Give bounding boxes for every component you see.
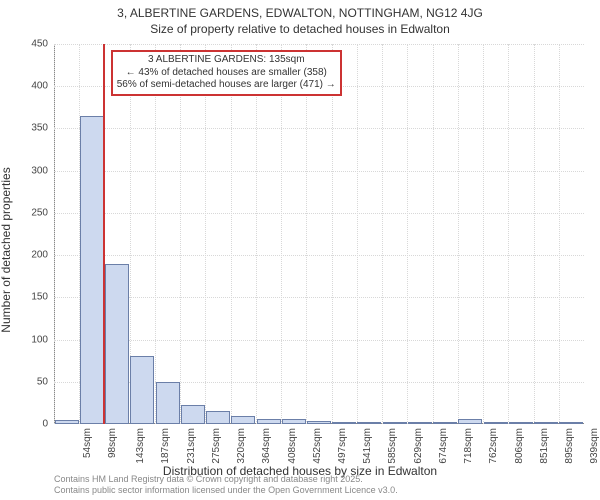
gridline-v — [231, 44, 232, 424]
gridline-h — [54, 44, 584, 45]
histogram-bar — [408, 422, 432, 424]
xtick-label: 364sqm — [261, 428, 272, 464]
histogram-bar — [282, 419, 306, 424]
footer-line1: Contains HM Land Registry data © Crown c… — [54, 474, 398, 485]
xtick-label: 452sqm — [312, 428, 323, 464]
gridline-v — [54, 44, 55, 424]
callout-line3: 56% of semi-detached houses are larger (… — [117, 79, 336, 92]
gridline-h — [54, 128, 584, 129]
xtick-label: 718sqm — [463, 428, 474, 464]
gridline-v — [407, 44, 408, 424]
footer-line2: Contains public sector information licen… — [54, 485, 398, 496]
ytick-label: 300 — [31, 165, 48, 176]
histogram-bar — [156, 382, 180, 424]
xtick-label: 320sqm — [236, 428, 247, 464]
xtick-label: 851sqm — [539, 428, 550, 464]
histogram-bar — [307, 421, 331, 424]
xtick-label: 806sqm — [513, 428, 524, 464]
gridline-h — [54, 340, 584, 341]
xtick-label: 408sqm — [286, 428, 297, 464]
xtick-label: 674sqm — [438, 428, 449, 464]
histogram-bar — [55, 420, 79, 424]
gridline-h — [54, 213, 584, 214]
gridline-v — [357, 44, 358, 424]
gridline-v — [483, 44, 484, 424]
histogram-bar — [484, 422, 508, 424]
gridline-v — [180, 44, 181, 424]
gridline-v — [559, 44, 560, 424]
xtick-label: 275sqm — [211, 428, 222, 464]
histogram-bar — [332, 422, 356, 424]
histogram-bar — [181, 405, 205, 424]
callout-line2: ← 43% of detached houses are smaller (35… — [117, 67, 336, 80]
gridline-h — [54, 171, 584, 172]
histogram-bar — [534, 422, 558, 424]
ytick-label: 350 — [31, 123, 48, 134]
ytick-label: 100 — [31, 334, 48, 345]
histogram-bar — [433, 422, 457, 424]
histogram-bar — [357, 422, 381, 424]
gridline-v — [458, 44, 459, 424]
gridline-v — [205, 44, 206, 424]
chart-area: 05010015020025030035040045054sqm98sqm143… — [54, 44, 584, 424]
xtick-label: 143sqm — [135, 428, 146, 464]
histogram-bar — [509, 422, 533, 424]
ytick-label: 250 — [31, 207, 48, 218]
chart-title-line2: Size of property relative to detached ho… — [0, 20, 600, 36]
ytick-label: 400 — [31, 81, 48, 92]
histogram-bar — [257, 419, 281, 424]
histogram-bar — [231, 416, 255, 424]
chart-footer: Contains HM Land Registry data © Crown c… — [54, 474, 398, 496]
gridline-v — [508, 44, 509, 424]
callout-line1: 3 ALBERTINE GARDENS: 135sqm — [117, 54, 336, 67]
xtick-label: 231sqm — [185, 428, 196, 464]
ytick-label: 450 — [31, 39, 48, 50]
gridline-v — [306, 44, 307, 424]
xtick-label: 585sqm — [387, 428, 398, 464]
gridline-v — [281, 44, 282, 424]
histogram-bar — [80, 116, 104, 424]
histogram-bar — [458, 419, 482, 424]
gridline-h — [54, 297, 584, 298]
gridline-v — [332, 44, 333, 424]
xtick-label: 762sqm — [488, 428, 499, 464]
histogram-bar — [383, 422, 407, 424]
plot-area: 05010015020025030035040045054sqm98sqm143… — [54, 44, 584, 424]
ytick-label: 0 — [42, 419, 48, 430]
chart-title-line1: 3, ALBERTINE GARDENS, EDWALTON, NOTTINGH… — [0, 0, 600, 20]
gridline-v — [534, 44, 535, 424]
callout-box: 3 ALBERTINE GARDENS: 135sqm← 43% of deta… — [111, 50, 342, 96]
gridline-v — [155, 44, 156, 424]
gridline-h — [54, 255, 584, 256]
xtick-label: 187sqm — [160, 428, 171, 464]
gridline-v — [382, 44, 383, 424]
xtick-label: 895sqm — [564, 428, 575, 464]
ytick-label: 50 — [37, 376, 48, 387]
histogram-bar — [559, 422, 583, 424]
xtick-label: 629sqm — [412, 428, 423, 464]
reference-marker-line — [103, 44, 105, 424]
gridline-v — [256, 44, 257, 424]
gridline-v — [433, 44, 434, 424]
ytick-label: 150 — [31, 292, 48, 303]
xtick-label: 497sqm — [337, 428, 348, 464]
histogram-bar — [130, 356, 154, 424]
histogram-bar — [105, 264, 129, 424]
xtick-label: 98sqm — [107, 428, 118, 458]
y-axis-label: Number of detached properties — [0, 167, 13, 332]
histogram-bar — [206, 411, 230, 424]
xtick-label: 939sqm — [589, 428, 600, 464]
xtick-label: 541sqm — [362, 428, 373, 464]
xtick-label: 54sqm — [82, 428, 93, 458]
ytick-label: 200 — [31, 250, 48, 261]
